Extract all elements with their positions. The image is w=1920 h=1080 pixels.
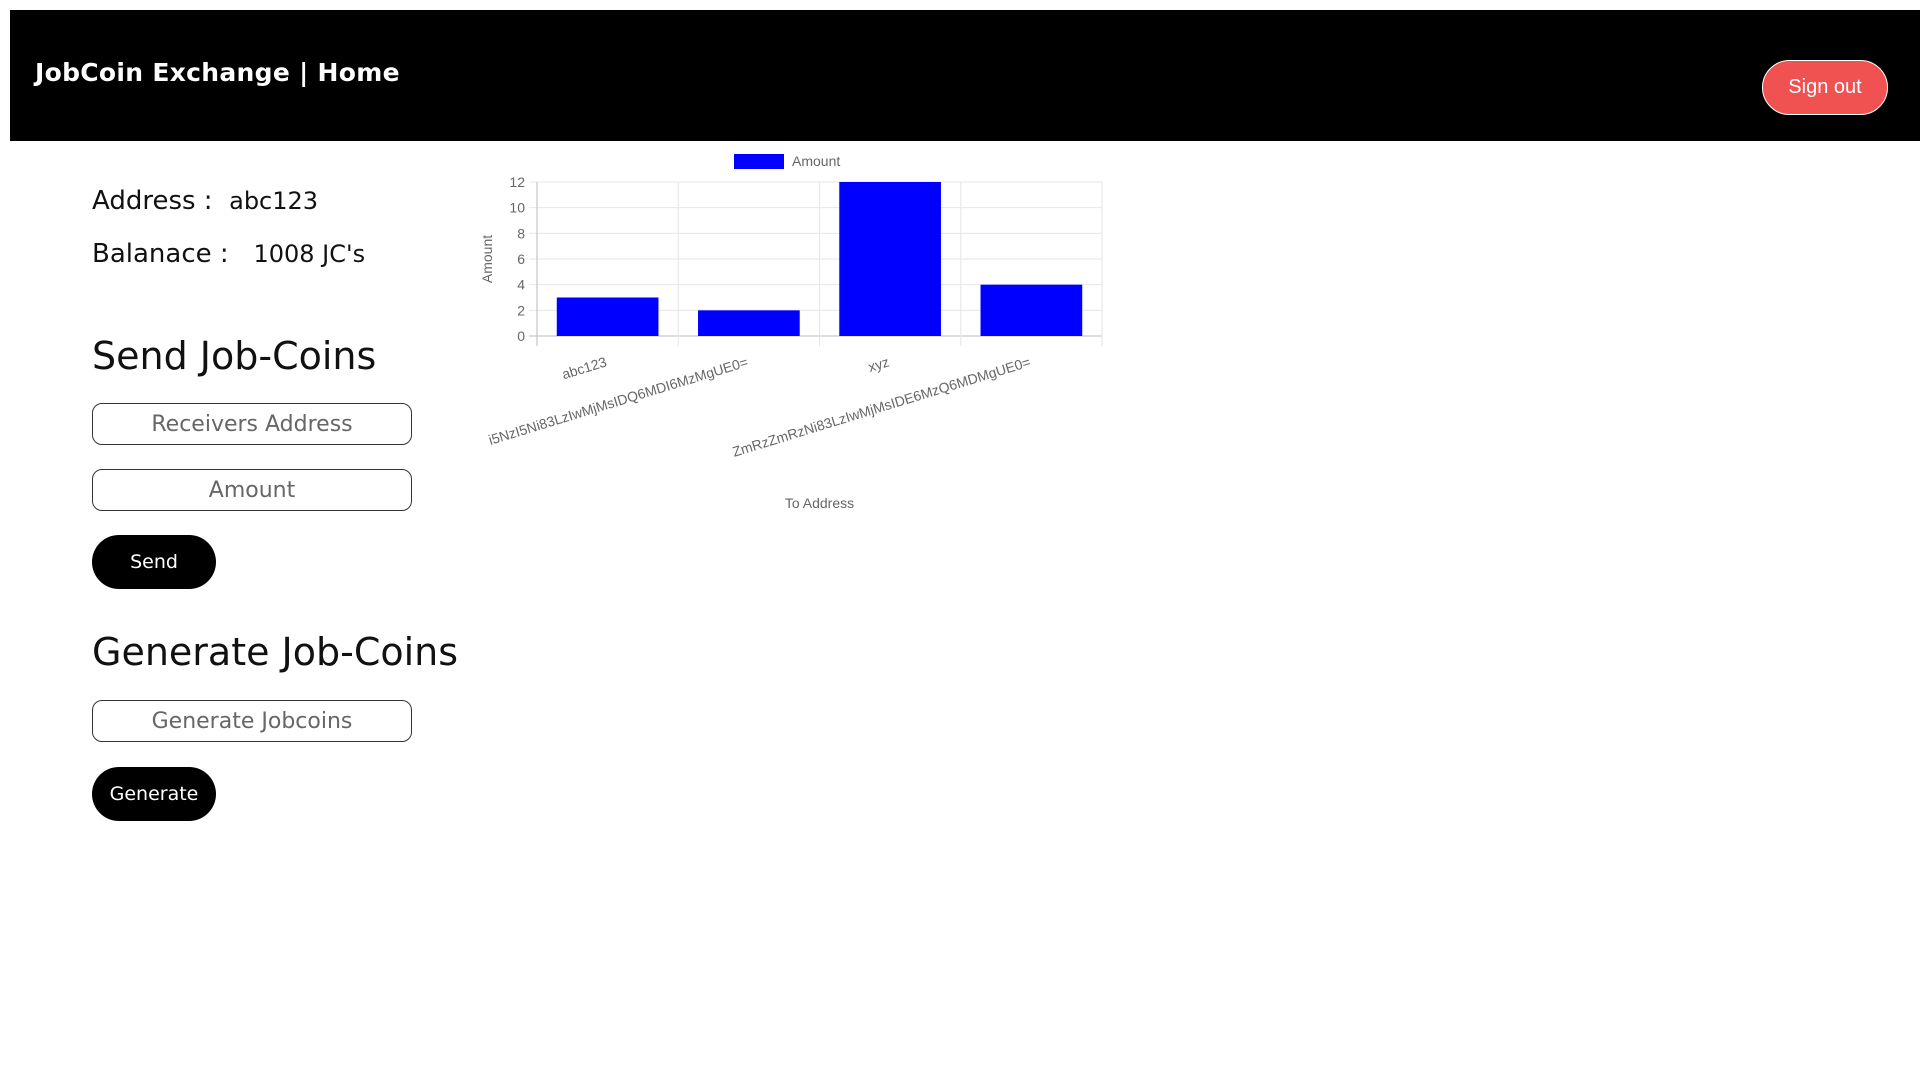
generate-button[interactable]: Generate: [92, 767, 216, 821]
address-line: Address : abc123: [92, 186, 318, 216]
transactions-chart: Amount 0 2 4 6 8 10 12 abc123 i5NzI5Ni83LzIwMjMsI…: [462, 146, 1122, 526]
balance-line: Balanace : 1008 JC's: [92, 239, 365, 269]
y-tick-label: 2: [517, 302, 525, 318]
send-section-title: Send Job-Coins: [92, 334, 377, 378]
bar-chart-svg: Amount 0 2 4 6 8 10 12 abc123i5NzI5Ni83LzIwMjMsI…: [479, 153, 1103, 511]
bar-2: [839, 182, 941, 336]
page-title: JobCoin Exchange | Home: [35, 58, 400, 87]
receiver-address-input[interactable]: [92, 403, 412, 445]
address-value: abc123: [229, 187, 319, 215]
x-axis-title: To Address: [785, 495, 854, 511]
top-header: JobCoin Exchange | Home Sign out: [10, 10, 1920, 141]
bar-0: [556, 297, 659, 336]
x-tick-label: i5NzI5Ni83LzIwMjMsIDQ6MDI6MzMgUE0=: [487, 354, 750, 448]
legend-label: Amount: [792, 153, 840, 169]
x-tick-label: xyz: [866, 354, 891, 375]
balance-value: 1008 JC's: [253, 240, 366, 268]
y-tick-label: 8: [517, 225, 525, 241]
y-tick-label: 0: [517, 328, 525, 344]
y-tick-label: 12: [509, 174, 525, 190]
y-tick-label: 10: [509, 200, 525, 216]
amount-input[interactable]: [92, 469, 412, 511]
generate-jobcoins-input[interactable]: [92, 700, 412, 742]
bar-3: [980, 284, 1083, 336]
send-button[interactable]: Send: [92, 535, 216, 589]
legend-swatch: [734, 154, 784, 169]
y-tick-label: 6: [517, 251, 525, 267]
x-tick-label: abc123: [560, 354, 609, 383]
y-axis-title: Amount: [479, 235, 495, 283]
balance-label: Balanace :: [92, 239, 229, 269]
sign-out-button[interactable]: Sign out: [1762, 60, 1888, 115]
y-tick-label: 4: [517, 277, 525, 293]
bar-1: [698, 310, 800, 336]
generate-section-title: Generate Job-Coins: [92, 630, 459, 674]
address-label: Address :: [92, 186, 213, 216]
